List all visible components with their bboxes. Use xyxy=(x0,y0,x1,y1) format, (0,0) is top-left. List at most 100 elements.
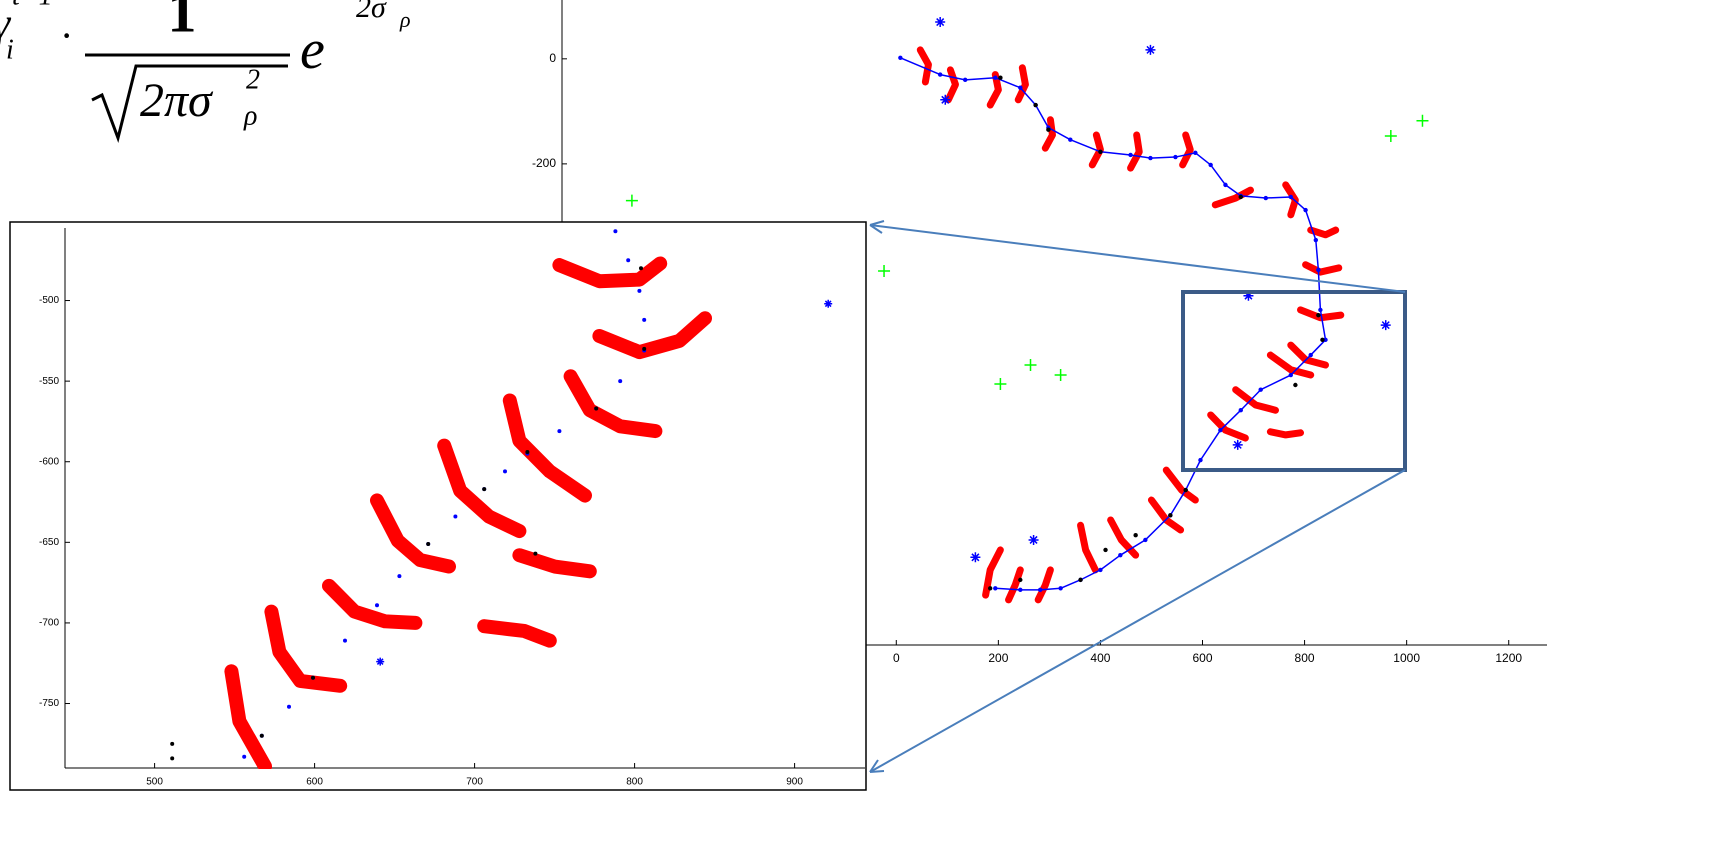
point xyxy=(311,675,315,680)
formula-dot: · xyxy=(60,13,73,58)
landmark-plus xyxy=(1024,359,1037,372)
point xyxy=(1238,194,1243,200)
point xyxy=(533,551,538,556)
landmark-star xyxy=(1232,439,1243,450)
landmark-plus xyxy=(1416,114,1429,127)
point xyxy=(1238,408,1243,413)
point xyxy=(618,379,623,384)
zoom-connector xyxy=(869,469,1406,773)
x-tick-label: 600 xyxy=(306,777,323,788)
particle-cloud xyxy=(563,369,663,439)
point xyxy=(1058,586,1063,591)
point xyxy=(1258,387,1263,392)
particle-cloud xyxy=(592,311,712,360)
formula-radicand-sup: 2 xyxy=(246,64,260,95)
point xyxy=(287,704,291,709)
point xyxy=(1033,102,1038,108)
particle-cloud xyxy=(1179,131,1194,169)
point xyxy=(1143,537,1148,543)
inset-chart: 500 600 700 800 900 -500 -550 -600 -650 -700 -750 xyxy=(9,221,867,791)
point xyxy=(962,77,968,83)
point xyxy=(397,574,402,579)
point xyxy=(1318,307,1323,313)
formula-radicand-sub: ρ xyxy=(243,100,257,131)
particle-cloud xyxy=(552,256,668,289)
particle-cloud xyxy=(1232,386,1279,414)
point xyxy=(937,72,943,77)
point xyxy=(642,317,647,322)
point xyxy=(1078,577,1083,583)
particle-cloud xyxy=(477,619,557,648)
y-tick-label: -750 xyxy=(39,698,59,709)
landmark-plus xyxy=(878,265,891,278)
formula: γ t−1 i · 1 2πσ 2 ρ e 2σ ρ xyxy=(0,0,411,144)
point xyxy=(1018,587,1023,593)
point xyxy=(1148,155,1153,161)
trajectory-line xyxy=(899,57,1327,591)
point xyxy=(993,586,998,591)
point xyxy=(1263,195,1268,201)
landmark-plus xyxy=(1054,369,1067,382)
y-tick-label: -600 xyxy=(39,456,59,467)
particle-cloud xyxy=(1287,341,1329,369)
formula-sub: i xyxy=(6,34,14,65)
x-tick-label: 200 xyxy=(988,651,1008,665)
x-tick-label: 400 xyxy=(1090,651,1110,665)
landmark-star xyxy=(1028,534,1039,545)
inset-frame xyxy=(9,221,867,791)
x-tick-label: 700 xyxy=(466,777,483,788)
x-tick-label: 800 xyxy=(1295,651,1315,665)
x-tick-label: 800 xyxy=(626,777,643,788)
x-tick-label: 500 xyxy=(146,777,163,788)
landmark-plus xyxy=(994,377,1007,390)
particle-cloud xyxy=(1041,116,1056,152)
point xyxy=(242,754,247,759)
landmark-star xyxy=(935,17,946,28)
point xyxy=(1183,487,1188,493)
y-tick-label: -700 xyxy=(39,618,59,629)
particle-cloud xyxy=(370,493,456,574)
landmark-star xyxy=(1380,320,1391,331)
zoom-connector xyxy=(869,224,1406,293)
point xyxy=(259,733,264,738)
point xyxy=(1223,182,1228,188)
point xyxy=(1320,337,1325,343)
point xyxy=(426,541,431,546)
x-tick-label: 1200 xyxy=(1495,651,1522,665)
y-tick-label: -550 xyxy=(39,376,59,387)
point xyxy=(1128,152,1133,158)
particle-cloud xyxy=(1296,306,1345,322)
particle-cloud xyxy=(1207,411,1249,442)
point xyxy=(1118,552,1123,558)
point xyxy=(1208,162,1213,168)
point xyxy=(637,288,642,293)
arrow-head xyxy=(869,220,885,234)
point xyxy=(1018,85,1023,90)
formula-gamma: γ xyxy=(0,0,12,49)
formula-exponent-sub: ρ xyxy=(399,7,411,32)
particle-cloud xyxy=(1162,466,1199,504)
sqrt-sign xyxy=(91,64,288,144)
point xyxy=(642,346,647,351)
formula-numerator: 1 xyxy=(168,0,197,44)
particle-cloud xyxy=(1307,226,1340,239)
particle-cloud xyxy=(512,548,597,579)
particle-cloud xyxy=(1107,516,1140,559)
y-tick-label: -650 xyxy=(39,537,59,548)
landmark-plus xyxy=(1384,130,1397,143)
point xyxy=(1133,533,1138,538)
y-tick-label: 0 xyxy=(549,51,556,65)
y-tick-label: -200 xyxy=(532,156,556,170)
point xyxy=(525,450,530,455)
landmark-star xyxy=(824,299,833,308)
point xyxy=(1103,547,1108,553)
particle-cloud xyxy=(322,578,423,630)
particle-cloud xyxy=(1266,351,1315,379)
point xyxy=(898,55,903,60)
point xyxy=(1046,127,1051,132)
point xyxy=(1288,194,1293,200)
point xyxy=(1316,312,1321,318)
particle-cloud xyxy=(437,438,527,539)
y-tick-label: -500 xyxy=(39,295,59,306)
